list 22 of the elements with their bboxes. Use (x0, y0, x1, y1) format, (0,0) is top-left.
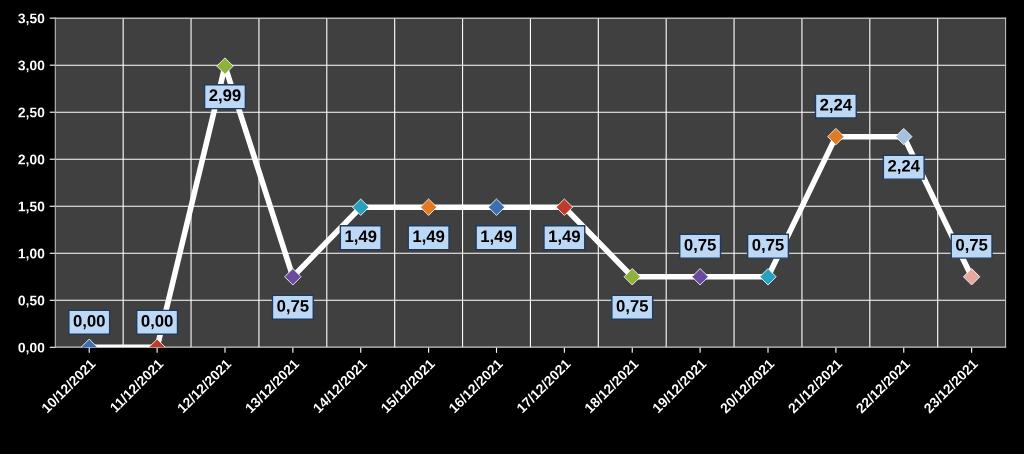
y-tick-label: 1,50 (18, 201, 45, 214)
data-label: 0,75 (684, 238, 716, 254)
y-tick-label: 2,50 (18, 107, 45, 120)
y-tick-label: 0,00 (18, 342, 45, 355)
data-label: 2,24 (888, 159, 920, 175)
y-tick-label: 3,00 (18, 60, 45, 73)
data-label: 0,75 (752, 238, 784, 254)
data-label: 1,49 (481, 230, 513, 245)
data-label: 0,75 (277, 300, 309, 315)
data-label: 1,49 (413, 230, 445, 245)
data-label: 0,75 (956, 238, 988, 254)
data-label: 0,00 (73, 314, 105, 330)
y-tick-label: 1,00 (18, 248, 45, 261)
y-tick-label: 3,50 (18, 13, 45, 26)
data-label: 1,49 (345, 230, 377, 245)
y-tick-label: 2,00 (18, 154, 45, 167)
data-label: 0,00 (141, 314, 173, 330)
data-label: 2,24 (820, 98, 853, 113)
data-label: 2,99 (209, 89, 241, 104)
y-tick-label: 0,50 (18, 295, 45, 308)
data-label: 0,75 (616, 300, 648, 315)
data-label: 1,49 (549, 230, 580, 245)
